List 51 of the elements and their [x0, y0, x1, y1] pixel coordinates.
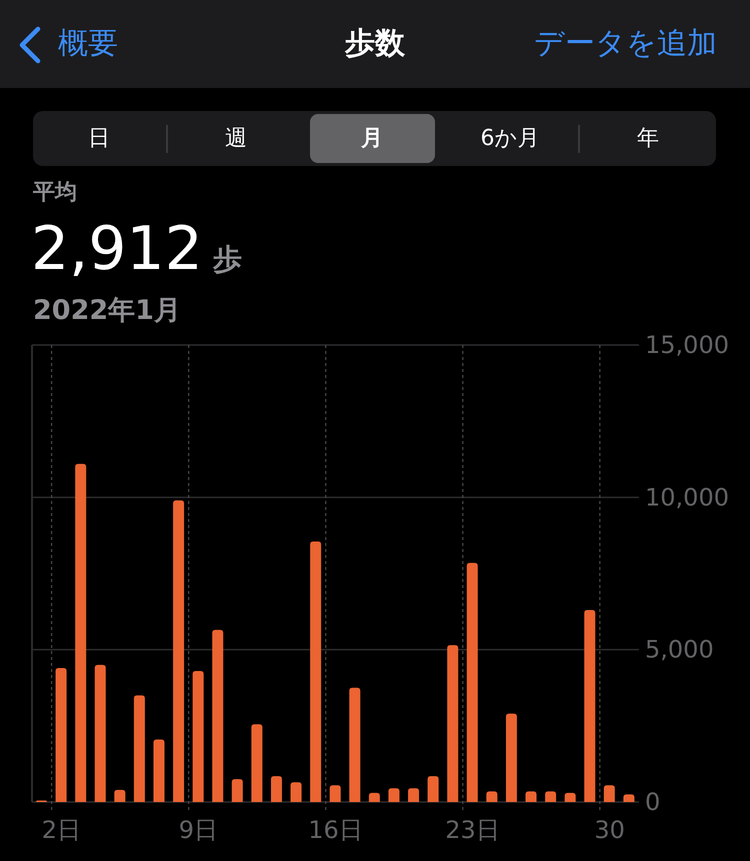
bar: [173, 500, 184, 802]
text: 日: [87, 125, 111, 153]
bar: [368, 792, 380, 802]
bar: [114, 790, 126, 802]
bar: [56, 668, 67, 802]
text: 週: [224, 125, 248, 153]
bar: [447, 645, 458, 802]
bar: [192, 670, 204, 802]
x-tick-label: 23日: [445, 816, 500, 844]
bar: [212, 630, 224, 802]
bar: [290, 782, 302, 802]
bar: [466, 562, 478, 802]
x-tick-label: 16日: [308, 816, 363, 844]
bar: [251, 724, 262, 802]
chart-subtitle: 2022年1月: [33, 294, 181, 328]
x-tick-label: 9日: [178, 816, 218, 844]
y-tick-label: 5,000: [645, 636, 714, 664]
y-tick-label: 0: [645, 788, 660, 816]
y-tick-label: 10,000: [645, 483, 729, 512]
text: 平均: [33, 179, 77, 207]
text: 概要: [58, 25, 118, 63]
bar: [506, 714, 517, 802]
bar: [349, 688, 360, 802]
bar: [330, 785, 341, 802]
bar: [526, 791, 537, 802]
bar: [153, 740, 164, 802]
bar: [388, 788, 400, 802]
bar: [486, 791, 498, 802]
bar: [545, 791, 556, 802]
bar: [75, 464, 86, 802]
bar: [604, 785, 615, 802]
text: 2,912: [31, 213, 203, 286]
text: 月: [360, 125, 384, 153]
text: 歩: [212, 241, 242, 278]
text: 6か月: [480, 125, 540, 153]
y-tick-label: 15,000: [645, 331, 729, 359]
bar: [270, 776, 282, 802]
bar: [623, 794, 634, 802]
text: 年: [636, 125, 660, 153]
chart-title: 歩数: [345, 26, 405, 61]
bar: [310, 542, 322, 802]
bar: [408, 788, 420, 802]
x-tick-label: 30: [594, 816, 625, 844]
x-tick-label: 2日: [42, 816, 82, 844]
bar: [94, 664, 106, 802]
text: データを追加: [534, 25, 717, 63]
bar: [584, 610, 596, 802]
bar: [232, 779, 243, 802]
bar: [134, 695, 145, 802]
bar: [564, 792, 576, 802]
bar: [428, 776, 439, 802]
